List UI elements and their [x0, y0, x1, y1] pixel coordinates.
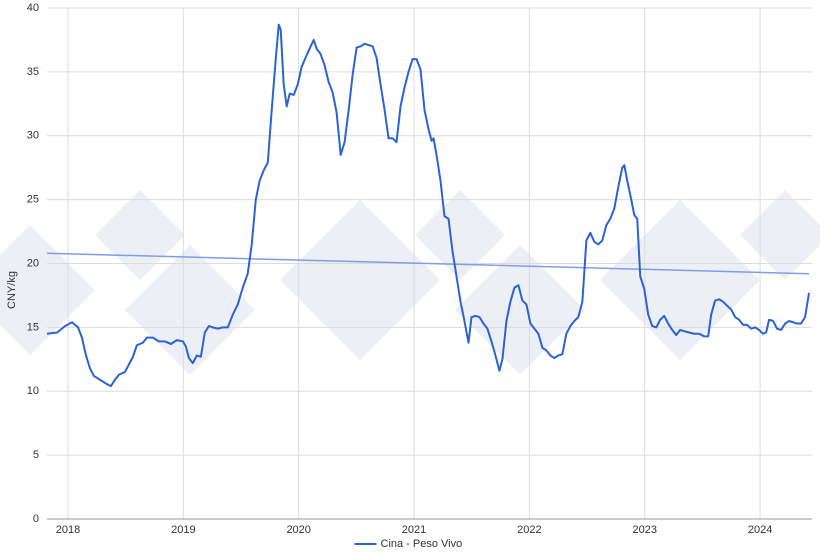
y-tick-label: 35: [27, 66, 39, 78]
trend-line: [46, 252, 810, 275]
y-tick-label: 5: [33, 449, 39, 461]
y-tick-label: 10: [27, 385, 39, 397]
y-tick-label: 40: [27, 2, 39, 14]
y-tick-label: 30: [27, 130, 39, 142]
x-tick-label: 2022: [517, 524, 541, 536]
x-tick-label: 2019: [171, 524, 195, 536]
y-tick-label: 20: [27, 257, 39, 269]
x-tick-label: 2020: [286, 524, 310, 536]
x-tick-label: 2018: [56, 524, 80, 536]
x-tick-label: 2021: [402, 524, 426, 536]
y-axis-label: CNY/kg: [6, 271, 18, 309]
x-tick-label: 2023: [633, 524, 657, 536]
y-tick-label: 0: [33, 513, 39, 525]
legend-label: Cina - Peso Vivo: [381, 538, 463, 550]
x-tick-label: 2024: [748, 524, 772, 536]
series-line: [46, 23, 810, 388]
watermark: [0, 190, 820, 375]
y-tick-label: 15: [27, 321, 39, 333]
y-tick-label: 25: [27, 194, 39, 206]
